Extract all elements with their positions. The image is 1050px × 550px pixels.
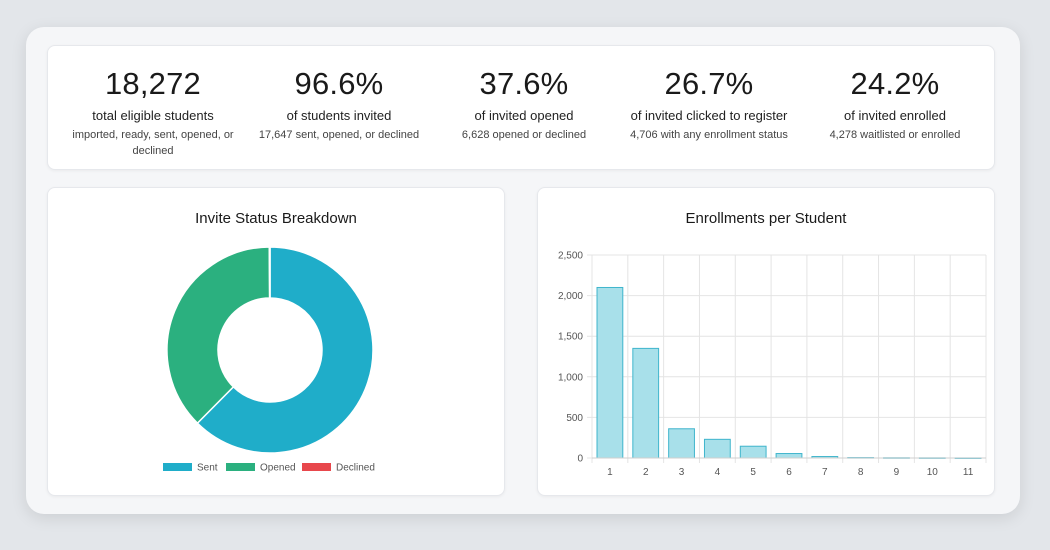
stat-subtext: 17,647 sent, opened, or declined — [258, 129, 420, 141]
stat-label: total eligible students — [92, 108, 214, 123]
x-tick-label: 5 — [750, 467, 756, 478]
stat-value: 96.6% — [294, 66, 384, 101]
stat-label: of invited clicked to register — [630, 108, 788, 123]
bar-2 — [632, 347, 660, 459]
bar-1 — [596, 286, 624, 459]
y-tick-label: 500 — [566, 413, 583, 424]
x-tick-label: 7 — [822, 467, 828, 478]
donut-slice-declined — [268, 246, 271, 299]
invite-status-card: Invite Status Breakdown Sent Opened Declin… — [47, 187, 505, 496]
x-tick-label: 6 — [786, 467, 792, 478]
bar-3 — [668, 428, 695, 459]
x-tick-label: 9 — [894, 467, 900, 478]
x-tick-label: 8 — [858, 467, 864, 478]
legend-swatch-declined — [302, 463, 331, 471]
stat-label: of invited enrolled — [844, 108, 946, 123]
x-tick-label: 3 — [679, 467, 685, 478]
x-tick-label: 2 — [643, 467, 649, 478]
stat-label: of students invited — [286, 108, 392, 123]
legend-label-declined: Declined — [336, 463, 375, 474]
stat-subtext: imported, ready, sent, opened, or declin… — [72, 129, 234, 157]
stat-value: 37.6% — [479, 66, 569, 101]
x-tick-label: 1 — [607, 467, 613, 478]
invite-status-donut-chart: Sent Opened Declined — [163, 246, 375, 474]
stat-value: 26.7% — [664, 66, 754, 101]
enrollments-bar-chart: 0 500 1,000 1,500 2,000 2,500 1 2 3 4 5 6 7 8 9 10 11 — [558, 251, 987, 478]
donut-slice-opened — [166, 246, 271, 425]
y-tick-label: 2,500 — [558, 251, 583, 262]
y-tick-label: 1,500 — [558, 332, 583, 343]
legend-swatch-opened — [226, 463, 255, 471]
stat-label: of invited opened — [474, 108, 574, 123]
stat-value: 18,272 — [104, 66, 202, 101]
bar-6 — [775, 453, 803, 459]
stats-card: 18,272 total eligible students imported,… — [47, 45, 995, 170]
enrollments-card: Enrollments per Student 0 500 1,000 1,500 2,… — [537, 187, 995, 496]
chart-title: Enrollments per Student — [685, 210, 847, 227]
stat-subtext: 4,278 waitlisted or enrolled — [829, 129, 961, 141]
y-tick-label: 0 — [577, 454, 583, 465]
stat-subtext: 4,706 with any enrollment status — [630, 129, 788, 141]
bar-5 — [739, 445, 767, 459]
x-tick-label: 4 — [715, 467, 721, 478]
stat-value: 24.2% — [850, 66, 940, 101]
chart-title: Invite Status Breakdown — [195, 210, 357, 227]
stat-subtext: 6,628 opened or declined — [461, 129, 587, 141]
donut-slice-sent — [196, 246, 374, 454]
legend-label-opened: Opened — [260, 463, 296, 474]
bar-4 — [703, 438, 731, 459]
y-tick-label: 1,000 — [558, 372, 583, 383]
legend-swatch-sent — [163, 463, 192, 471]
x-tick-label: 10 — [927, 467, 939, 478]
x-tick-label: 11 — [963, 467, 974, 478]
y-tick-label: 2,000 — [558, 291, 583, 302]
dashboard-panel: 18,272 total eligible students imported,… — [26, 27, 1020, 514]
legend-label-sent: Sent — [197, 463, 218, 474]
